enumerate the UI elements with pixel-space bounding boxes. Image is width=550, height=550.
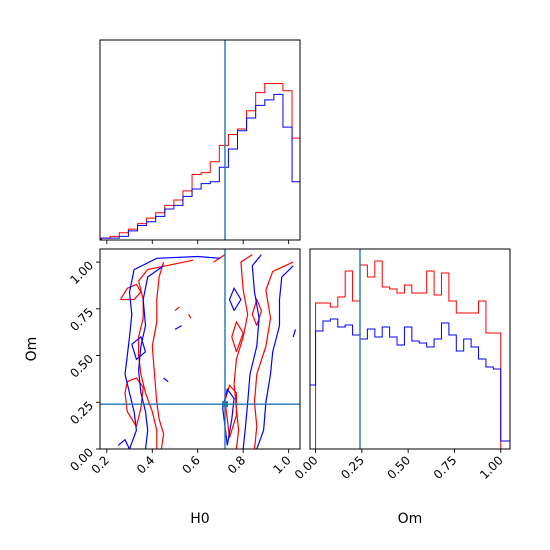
contour-y-tick-label: 0.50 — [67, 352, 96, 381]
contour-line-series-2-6 — [163, 377, 169, 383]
contour-line-series-2-7 — [256, 265, 294, 449]
contour-line-series-1-5 — [253, 261, 294, 449]
truth-point-marker — [222, 401, 228, 408]
om-marginal-x-tick-label: 0.75 — [431, 453, 460, 482]
contour-line-series-1-4 — [119, 283, 142, 301]
contour-line-series-2-5 — [174, 325, 183, 330]
contour-line-series-2-3 — [137, 265, 164, 449]
contour-line-series-2-10 — [228, 286, 242, 312]
contour-y-tick-label: 1.00 — [67, 258, 96, 287]
contour-line-series-1-12 — [188, 314, 192, 319]
om-histogram-series-2 — [309, 318, 511, 449]
contour-area — [117, 254, 297, 449]
contour-line-series-2-11 — [292, 329, 297, 338]
contour-y-tick-label: 0.75 — [67, 305, 96, 334]
contour-line-series-2-2 — [124, 255, 221, 449]
contour-frame — [99, 248, 301, 450]
om-histogram-series-1 — [310, 260, 510, 450]
om-marginal-x-tick-label: 0.50 — [384, 453, 413, 482]
contour-x-tick-label: 0.8 — [225, 453, 248, 476]
contour-line-series-1-6 — [233, 254, 253, 449]
contour-x-tick-label: 0.6 — [179, 453, 202, 476]
contour-line-series-1-1 — [137, 259, 194, 449]
contour-line-series-1-11 — [174, 306, 180, 312]
h0-histogram-series-2 — [100, 93, 301, 240]
h0-axis-label: H0 — [190, 511, 209, 527]
h0-marginal-panel — [99, 39, 301, 244]
contour-line-series-1-7 — [224, 384, 237, 438]
om-axis-label: Om — [24, 337, 40, 362]
contour-y-tick-label: 0.25 — [67, 398, 96, 427]
contour-line-series-1-2 — [151, 261, 165, 449]
h0-marginal-frame — [99, 39, 301, 241]
om-marginal-x-tick-label: 1.00 — [477, 453, 506, 482]
contour-line-series-2-4 — [131, 335, 147, 361]
contour-x-tick-label: 1.0 — [270, 453, 293, 476]
om-marginal-x-tick-label: 0.00 — [292, 453, 321, 482]
h0-histogram-series-1 — [100, 82, 301, 240]
om-marginal-frame — [309, 248, 511, 450]
contour-line-series-2-8 — [242, 254, 262, 449]
om-marginal-panel: 0.00 0.25 0.50 0.75 1.00 Om — [292, 248, 511, 527]
contour-x-tick-label: 0.4 — [134, 453, 157, 476]
contour-line-series-2-1 — [117, 438, 131, 449]
contour-line-series-1-8 — [231, 320, 244, 353]
om-marginal-axis-label: Om — [398, 511, 423, 527]
om-marginal-x-tick-label: 0.25 — [338, 453, 367, 482]
contour-line-series-1-9 — [251, 297, 263, 326]
